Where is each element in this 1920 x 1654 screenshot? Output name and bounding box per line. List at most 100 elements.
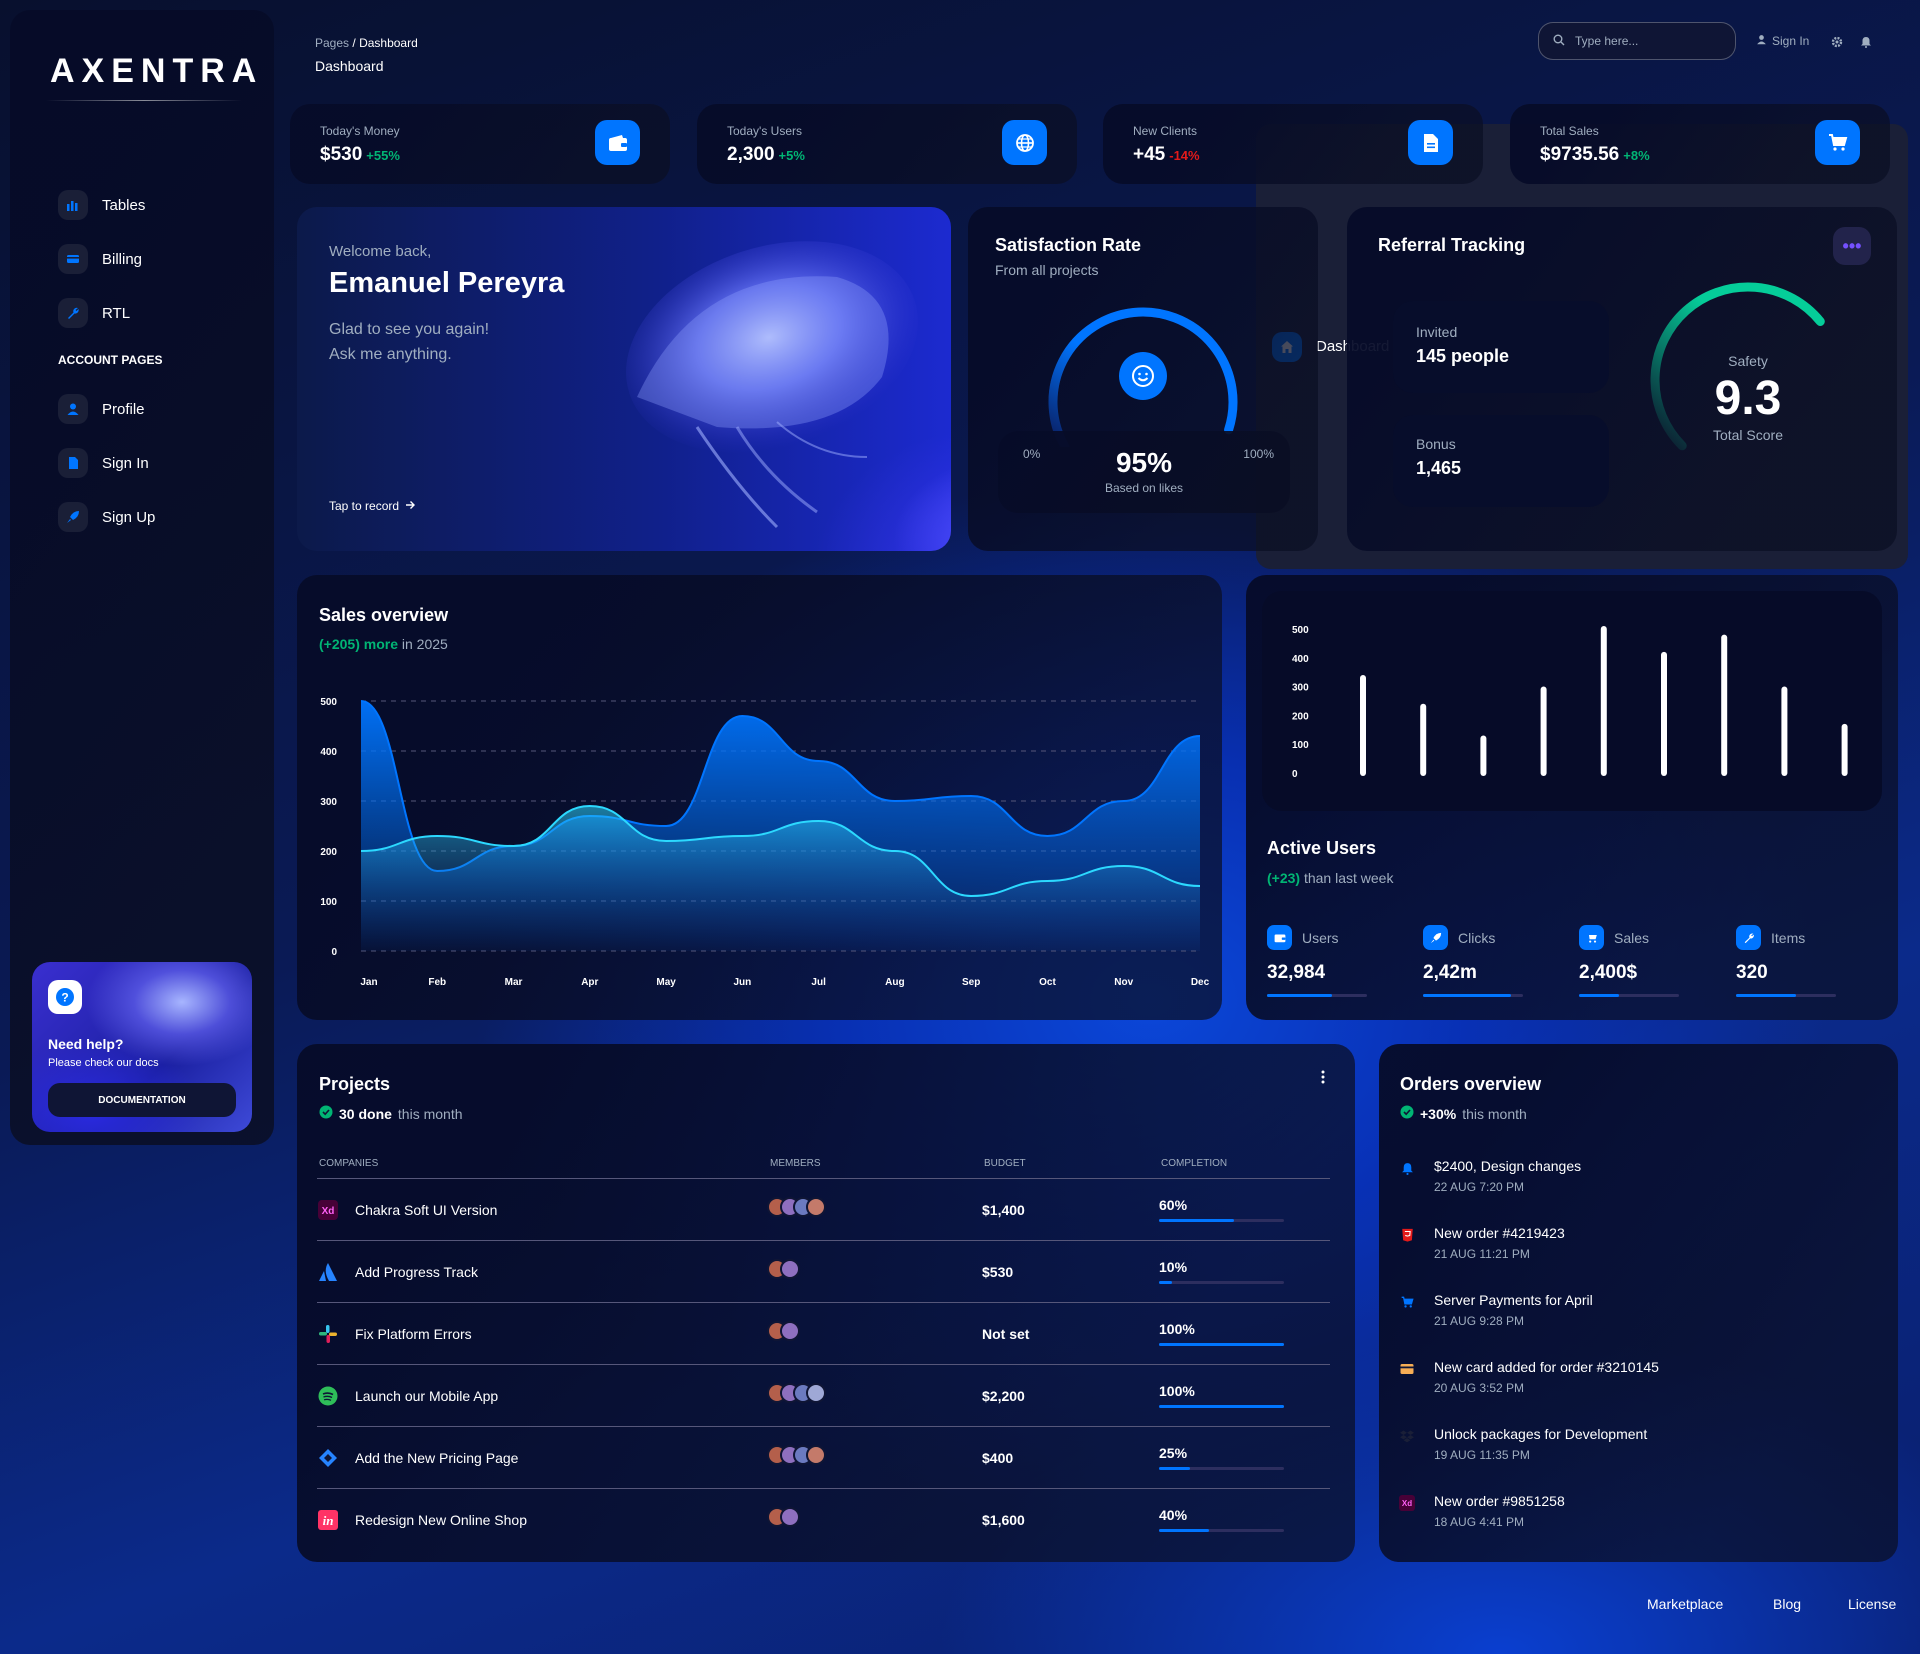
gauge-label: Safety [1728,353,1768,369]
breadcrumb-root[interactable]: Pages [315,36,350,50]
sidebar-item-sign-in[interactable]: Sign In [42,436,262,490]
sidebar-item-label: Tables [102,196,146,214]
more-options-button[interactable]: ••• [1833,227,1871,265]
company-name: Redesign New Online Shop [355,1512,527,1528]
order-title: New card added for order #3210145 [1434,1359,1659,1375]
orders-overview-card: Orders overview +30% this month $2400, De… [1379,1044,1898,1562]
order-title: $2400, Design changes [1434,1158,1582,1174]
y-tick-label: 200 [320,847,337,858]
cart-icon [1399,1294,1415,1310]
footer-link-license[interactable]: License [1848,1596,1897,1612]
invision-logo-icon: in [317,1509,339,1531]
table-row[interactable]: in Redesign New Online Shop $1,600 40% [317,1488,1330,1550]
active-highlight: (+23) [1267,870,1301,886]
column-header-companies: COMPANIES [319,1158,379,1169]
budget: $530 [982,1264,1014,1280]
avatar [780,1259,800,1279]
search-input[interactable] [1575,34,1725,48]
sidebar-item-profile[interactable]: Profile [42,382,262,436]
table-row[interactable]: Launch our Mobile App $2,200 100% [317,1364,1330,1426]
y-tick-label: 500 [320,697,337,708]
stat-label: Total Sales [1540,124,1599,138]
metric-label: Users [1302,929,1339,946]
breadcrumb: Pages / Dashboard [315,36,418,50]
spotify-logo-icon [317,1385,339,1407]
completion: 60% [1159,1197,1188,1213]
sidebar-item-label: Sign In [102,454,149,472]
metric-items: Items 320 [1736,925,1836,997]
sign-in-link[interactable]: Sign In [1756,34,1809,48]
dropbox-icon [1399,1428,1415,1444]
order-title: Unlock packages for Development [1434,1426,1648,1442]
stat-change: -14% [1169,148,1200,163]
html5-icon [1399,1227,1415,1243]
completion-bar-fill [1159,1219,1234,1222]
table-row[interactable]: Fix Platform Errors Not set 100% [317,1302,1330,1364]
gauge-caption: Total Score [1712,427,1784,443]
x-tick-label: Sep [962,977,980,988]
sidebar-item-billing[interactable]: Billing [42,232,262,286]
smiley-icon [1119,352,1167,400]
referral-card: Referral Tracking ••• Invited 145 people… [1347,207,1897,551]
stat-value-number: $530 [320,144,363,165]
jellyfish-illustration [626,241,918,529]
member-avatars [767,1259,800,1279]
active-suffix: than last week [1303,870,1394,886]
welcome-line-1: Glad to see you again! [329,321,490,338]
table-row[interactable]: Add Progress Track $530 10% [317,1240,1330,1302]
sidebar-item-label: Sign Up [102,508,156,526]
document-icon [58,448,88,478]
notifications-button[interactable] [1860,36,1872,51]
x-tick-label: Dec [1191,977,1210,988]
gauge-max-label: 100% [1243,447,1274,461]
series-line [360,804,1201,898]
sidebar-item-sign-up[interactable]: Sign Up [42,490,262,544]
sidebar-item-label: RTL [102,304,131,322]
satisfaction-card: Satisfaction Rate From all projects 0% 1… [968,207,1318,551]
settings-button[interactable] [1831,36,1843,51]
company-name: Fix Platform Errors [355,1326,472,1342]
bell-icon [1399,1160,1415,1176]
tap-to-record-link[interactable]: Tap to record [329,499,416,513]
more-options-button[interactable] [1321,1070,1325,1089]
metric-progress-fill [1736,994,1796,997]
gauge-value: 9.3 [1714,372,1782,425]
card-title: Active Users [1267,838,1377,858]
svg-text:Xd: Xd [1402,1499,1412,1508]
sidebar-item-rtl[interactable]: RTL [42,286,262,340]
avatar [806,1445,826,1465]
sales-suffix: in 2025 [401,636,448,652]
budget: $1,600 [982,1512,1025,1528]
active-users-bar-chart: 0 100 200 300 400 500 [1292,625,1848,780]
stat-value: $9735.56 +8% [1540,144,1650,166]
y-tick-label: 0 [1292,769,1298,780]
gear-icon [1831,36,1843,51]
x-tick-label: Jun [733,977,751,988]
help-subtitle: Please check our docs [48,1057,159,1069]
card-subtitle: From all projects [995,262,1099,278]
footer-link-marketplace[interactable]: Marketplace [1647,1596,1724,1612]
table-row[interactable]: Add the New Pricing Page $400 25% [317,1426,1330,1488]
stat-card-todays-users: Today's Users 2,300 +5% [697,104,1077,184]
satisfaction-caption: Based on likes [1104,481,1184,495]
documentation-button[interactable]: DOCUMENTATION [48,1083,236,1117]
table-row[interactable]: Xd Chakra Soft UI Version $1,400 60% [317,1178,1330,1240]
welcome-name: Emanuel Pereyra [329,267,565,299]
brand-logo: AXENTRA [50,52,264,90]
sidebar-item-tables[interactable]: Tables [42,178,262,232]
satisfaction-gauge [1048,307,1238,447]
sales-overview-card: Sales overview (+205) more in 2025 0 100 2… [297,575,1222,1020]
orders-suffix: this month [1462,1105,1527,1122]
svg-text:?: ? [61,991,68,1005]
jira-logo-icon [317,1447,339,1469]
y-tick-label: 200 [1292,711,1309,722]
card-title: Sales overview [319,605,449,625]
active-users-card: 0 100 200 300 400 500 Active Users (+23) than… [1246,575,1898,1020]
invited-label: Invited [1416,324,1458,340]
footer-link-blog[interactable]: Blog [1773,1596,1802,1612]
svg-text:in: in [323,1513,334,1528]
satisfaction-arc [1048,307,1238,447]
search-box[interactable] [1538,22,1736,60]
welcome-card: Welcome back, Emanuel Pereyra Glad to se… [297,207,951,551]
completion-bar [1159,1343,1284,1346]
